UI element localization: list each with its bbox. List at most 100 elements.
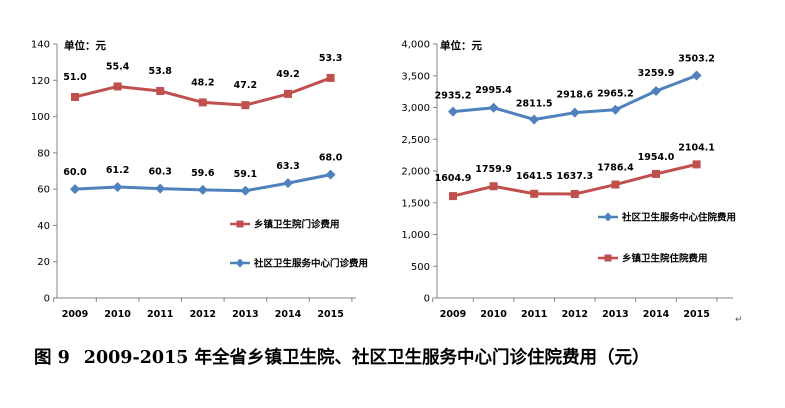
data-label: 59.1: [234, 169, 257, 180]
data-label: 51.0: [63, 72, 87, 83]
y-tick-label: 20: [37, 257, 50, 268]
y-tick-label: 120: [31, 76, 50, 87]
data-label: 53.3: [319, 53, 342, 64]
data-point: [652, 169, 660, 178]
legend-marker: [235, 258, 245, 268]
data-label: 1786.4: [597, 163, 634, 174]
data-point: [488, 102, 499, 113]
y-tick-label: 80: [37, 148, 50, 159]
data-point: [610, 104, 621, 115]
y-tick-label: 40: [37, 221, 50, 232]
data-label: 1954.0: [638, 152, 675, 163]
data-label: 47.2: [234, 80, 257, 91]
x-tick-label: 2015: [683, 309, 709, 320]
data-label: 60.0: [63, 167, 87, 178]
data-label: 2104.1: [678, 142, 715, 153]
data-point: [112, 181, 123, 192]
data-label: 3503.2: [678, 54, 715, 65]
data-point: [71, 92, 79, 101]
data-label: 2811.5: [516, 98, 553, 109]
y-tick-label: 2,500: [401, 135, 430, 146]
data-point: [70, 184, 80, 195]
data-point: [651, 85, 661, 96]
data-label: 1759.9: [475, 164, 512, 175]
legend-label: 乡镇卫生院门诊费用: [254, 219, 340, 231]
figure-number: 图 9: [34, 348, 70, 368]
legend-entry: 社区卫生服务中心门诊费用: [230, 258, 368, 270]
data-point: [326, 73, 335, 82]
x-tick-label: 2015: [317, 309, 343, 320]
y-tick-label: 500: [411, 262, 430, 273]
legend-marker: [236, 220, 244, 228]
unit-label: 单位：元: [64, 39, 106, 52]
data-label: 49.2: [276, 69, 299, 80]
x-tick-label: 2013: [232, 309, 258, 320]
data-point: [569, 107, 580, 118]
chart-2: 0 500 1,000 1,500 2,000 2,500 3,000 3,500 4,000 2…: [401, 39, 736, 320]
data-label: 2995.4: [475, 85, 512, 96]
x-tick-label: 2014: [643, 309, 670, 320]
legend-marker: [604, 254, 612, 262]
y-tick-label: 0: [44, 294, 50, 305]
figure-caption: 图 9 2009-2015 年全省乡镇卫生院、社区卫生服务中心门诊住院费用（元）: [34, 344, 774, 372]
data-point: [489, 182, 498, 191]
x-tick-label: 2010: [480, 309, 507, 320]
x-tick-label: 2009: [440, 309, 466, 320]
data-point: [240, 185, 251, 196]
y-tick-label: 1,500: [401, 198, 430, 209]
series-2: 60.0 61.2 60.3 59.6 59.1 63.3 68.0: [63, 153, 343, 196]
charts-canvas: 0 20 40 60 80 100 120 140 2009 2010 2011 2012 2013 20…: [31, 39, 736, 320]
data-point: [449, 192, 457, 201]
x-tick-label: 2011: [521, 309, 547, 320]
legend-entry: 乡镇卫生院门诊费用: [230, 219, 340, 231]
data-label: 1637.3: [556, 171, 593, 182]
legend-label: 社区卫生服务中心门诊费用: [253, 258, 368, 270]
data-point: [530, 189, 539, 198]
data-label: 63.3: [276, 161, 299, 172]
data-point: [113, 82, 122, 91]
data-label: 61.2: [106, 165, 129, 176]
x-tick-label: 2013: [602, 309, 628, 320]
y-tick-label: 1,000: [401, 230, 430, 241]
y-tick-label: 3,000: [401, 103, 430, 114]
data-point: [284, 89, 292, 98]
x-tick-label: 2010: [104, 309, 131, 320]
data-label: 53.8: [148, 66, 172, 77]
data-label: 59.6: [191, 168, 215, 179]
x-tick-label: 2012: [562, 309, 588, 320]
y-tick-label: 0: [424, 294, 430, 305]
chart-1: 0 20 40 60 80 100 120 140 2009 2010 2011 2012 2013 20…: [31, 39, 368, 320]
paragraph-mark-icon: ↵: [735, 315, 743, 325]
x-tick-label: 2011: [147, 309, 173, 320]
data-label: 2965.2: [597, 89, 634, 100]
data-label: 2918.6: [556, 90, 593, 101]
legend-marker: [603, 212, 613, 222]
series-1: 51.0 55.4 53.8 48.2 47.2 49.2 53.3: [63, 53, 342, 110]
data-point: [155, 183, 166, 194]
legend-label: 社区卫生服务中心住院费用: [621, 212, 736, 224]
data-label: 68.0: [319, 153, 343, 164]
figure-title: 2009-2015 年全省乡镇卫生院、社区卫生服务中心门诊住院费用（元）: [83, 348, 650, 368]
y-tick-label: 140: [31, 40, 50, 51]
legend-entry: 乡镇卫生院住院费用: [598, 253, 708, 265]
data-label: 60.3: [148, 167, 171, 178]
legend-entry: 社区卫生服务中心住院费用: [598, 212, 736, 224]
data-label: 55.4: [106, 61, 130, 72]
data-label: 1604.9: [435, 173, 472, 184]
data-point: [692, 160, 701, 169]
unit-label: 单位：元: [440, 39, 482, 52]
x-tick-label: 2009: [62, 309, 88, 320]
data-point: [283, 178, 293, 189]
y-tick-label: 2,000: [401, 167, 430, 178]
data-point: [570, 190, 579, 199]
data-point: [448, 106, 458, 117]
x-tick-label: 2014: [275, 309, 302, 320]
data-point: [691, 70, 702, 81]
legend-label: 乡镇卫生院住院费用: [622, 253, 708, 265]
y-tick-label: 3,500: [401, 71, 430, 82]
y-tick-label: 4,000: [401, 40, 430, 51]
data-point: [197, 184, 208, 195]
data-label: 3259.9: [638, 68, 675, 79]
data-point: [529, 114, 540, 125]
